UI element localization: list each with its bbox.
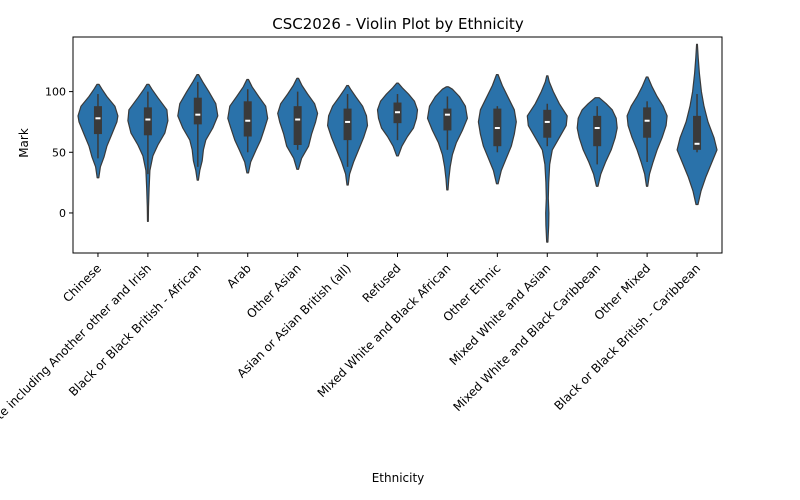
violin-median [395,111,400,114]
x-tick-label: Mixed White and Asian [447,261,554,368]
violin-iqr-box [293,106,302,145]
x-tick-label: Chinese [60,261,104,305]
y-tick-label: 0 [59,207,66,220]
y-tick-label: 100 [45,86,66,99]
violin-median [494,127,500,130]
violin-median [544,120,550,123]
violin-median [644,119,650,122]
y-axis-label: Mark [17,128,31,158]
violin-median [295,118,301,121]
violin-iqr-box [643,107,652,138]
x-axis-label: Ethnicity [372,471,425,485]
violin-iqr-box [243,101,252,137]
violin-median [195,113,201,116]
violin-iqr-box [593,115,602,147]
violin-median [145,118,151,121]
y-tick-label: 50 [52,146,66,159]
y-axis: 0 50 100 [45,86,73,220]
violin-median [694,142,700,145]
violin-body [526,75,568,243]
violin-median [594,127,600,130]
violin-iqr-box [693,115,702,150]
violin-iqr-box [443,108,452,131]
violin-iqr-box [543,109,552,138]
chart-title: CSC2026 - Violin Plot by Ethnicity [272,15,524,33]
violin-iqr-box [93,106,102,135]
x-tick-label: Refused [360,261,404,305]
violin-iqr-box [343,108,352,141]
x-tick-label: Arab [224,261,254,291]
violin-iqr-box [193,97,202,125]
violin-iqr-box [143,107,152,136]
violin-median [245,119,251,122]
violin-median [345,120,351,123]
violin-median [444,113,450,116]
violin-group [77,43,718,243]
violin-median [95,117,101,120]
